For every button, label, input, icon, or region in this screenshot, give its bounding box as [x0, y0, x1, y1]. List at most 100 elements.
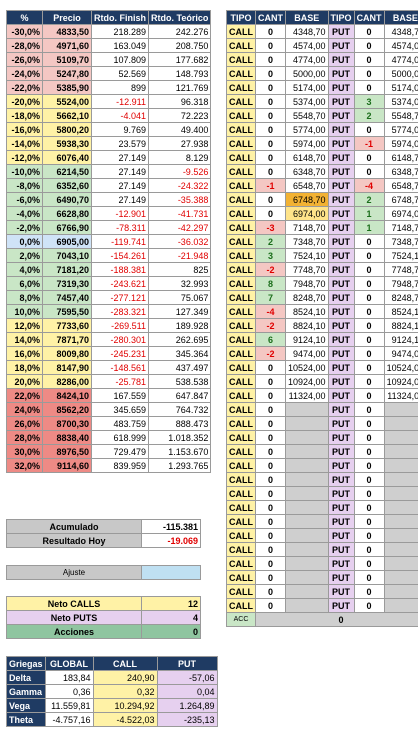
put-cant-cell[interactable]: 0: [353, 500, 385, 515]
put-cant-cell[interactable]: 0: [353, 24, 385, 39]
call-base-cell[interactable]: 7948,70: [285, 276, 329, 291]
call-cant-cell[interactable]: -1: [255, 178, 286, 193]
put-base-cell[interactable]: 5374,00: [383, 94, 418, 109]
call-base-cell[interactable]: [285, 402, 329, 417]
put-base-cell[interactable]: [383, 500, 418, 515]
put-base-cell[interactable]: 4574,00: [383, 38, 418, 53]
call-cant-cell[interactable]: 0: [255, 108, 286, 123]
put-base-cell[interactable]: 5000,00: [383, 66, 418, 81]
put-cant-cell[interactable]: 1: [353, 206, 385, 221]
call-cant-cell[interactable]: 2: [255, 234, 286, 249]
put-base-cell[interactable]: 8248,70: [383, 290, 418, 305]
call-cant-cell[interactable]: 0: [255, 556, 286, 571]
call-cant-cell[interactable]: 0: [255, 570, 286, 585]
put-base-cell[interactable]: 8824,10: [383, 318, 418, 333]
put-base-cell[interactable]: [383, 528, 418, 543]
put-cant-cell[interactable]: 0: [353, 444, 385, 459]
call-cant-cell[interactable]: 0: [255, 598, 286, 613]
call-cant-cell[interactable]: 0: [255, 360, 286, 375]
put-base-cell[interactable]: 9124,10: [383, 332, 418, 347]
put-cant-cell[interactable]: 0: [353, 346, 385, 361]
put-cant-cell[interactable]: 0: [353, 486, 385, 501]
put-cant-cell[interactable]: 0: [353, 318, 385, 333]
call-cant-cell[interactable]: 0: [255, 24, 286, 39]
call-base-cell[interactable]: 5548,70: [285, 108, 329, 123]
put-cant-cell[interactable]: 0: [353, 164, 385, 179]
put-base-cell[interactable]: 5174,00: [383, 80, 418, 95]
call-cant-cell[interactable]: -2: [255, 346, 286, 361]
call-cant-cell[interactable]: 0: [255, 388, 286, 403]
put-base-cell[interactable]: 4348,70: [383, 24, 418, 39]
call-base-cell[interactable]: [285, 416, 329, 431]
call-cant-cell[interactable]: 0: [255, 430, 286, 445]
call-base-cell[interactable]: 5974,00: [285, 136, 329, 151]
call-base-cell[interactable]: 4774,00: [285, 52, 329, 67]
put-cant-cell[interactable]: 2: [353, 108, 385, 123]
call-cant-cell[interactable]: -3: [255, 220, 286, 235]
put-cant-cell[interactable]: -4: [353, 178, 385, 193]
put-base-cell[interactable]: [383, 458, 418, 473]
put-base-cell[interactable]: 6548,70: [383, 178, 418, 193]
call-base-cell[interactable]: 5374,00: [285, 94, 329, 109]
put-cant-cell[interactable]: 1: [353, 220, 385, 235]
call-base-cell[interactable]: 6748,70: [285, 192, 329, 207]
put-base-cell[interactable]: 9474,00: [383, 346, 418, 361]
put-cant-cell[interactable]: 0: [353, 416, 385, 431]
put-base-cell[interactable]: 6348,70: [383, 164, 418, 179]
put-base-cell[interactable]: [383, 444, 418, 459]
call-cant-cell[interactable]: 0: [255, 472, 286, 487]
put-cant-cell[interactable]: 0: [353, 584, 385, 599]
put-base-cell[interactable]: [383, 556, 418, 571]
call-base-cell[interactable]: [285, 556, 329, 571]
call-cant-cell[interactable]: 0: [255, 94, 286, 109]
put-base-cell[interactable]: 7148,70: [383, 220, 418, 235]
call-base-cell[interactable]: 7148,70: [285, 220, 329, 235]
call-cant-cell[interactable]: 3: [255, 248, 286, 263]
put-cant-cell[interactable]: 0: [353, 402, 385, 417]
put-cant-cell[interactable]: 0: [353, 80, 385, 95]
call-base-cell[interactable]: 9124,10: [285, 332, 329, 347]
call-cant-cell[interactable]: 0: [255, 80, 286, 95]
put-base-cell[interactable]: 5548,70: [383, 108, 418, 123]
call-cant-cell[interactable]: 0: [255, 150, 286, 165]
call-cant-cell[interactable]: 0: [255, 374, 286, 389]
put-base-cell[interactable]: 7524,10: [383, 248, 418, 263]
put-base-cell[interactable]: 6748,70: [383, 192, 418, 207]
call-base-cell[interactable]: [285, 486, 329, 501]
call-base-cell[interactable]: 8524,10: [285, 304, 329, 319]
call-cant-cell[interactable]: 0: [255, 402, 286, 417]
put-cant-cell[interactable]: 0: [353, 66, 385, 81]
acc-value[interactable]: 0: [254, 612, 418, 627]
call-cant-cell[interactable]: 0: [255, 444, 286, 459]
put-cant-cell[interactable]: 0: [353, 38, 385, 53]
call-base-cell[interactable]: 4574,00: [285, 38, 329, 53]
call-cant-cell[interactable]: 0: [255, 458, 286, 473]
call-cant-cell[interactable]: 0: [255, 416, 286, 431]
call-base-cell[interactable]: [285, 598, 329, 613]
call-cant-cell[interactable]: 0: [255, 66, 286, 81]
put-base-cell[interactable]: 6974,00: [383, 206, 418, 221]
call-base-cell[interactable]: 11324,00: [285, 388, 329, 403]
call-cant-cell[interactable]: 0: [255, 122, 286, 137]
call-base-cell[interactable]: [285, 542, 329, 557]
call-base-cell[interactable]: 5174,00: [285, 80, 329, 95]
call-base-cell[interactable]: 9474,00: [285, 346, 329, 361]
put-base-cell[interactable]: [383, 570, 418, 585]
put-cant-cell[interactable]: 0: [353, 514, 385, 529]
put-base-cell[interactable]: 6148,70: [383, 150, 418, 165]
call-cant-cell[interactable]: 0: [255, 500, 286, 515]
call-cant-cell[interactable]: 0: [255, 136, 286, 151]
call-cant-cell[interactable]: -4: [255, 304, 286, 319]
put-base-cell[interactable]: 7348,70: [383, 234, 418, 249]
put-cant-cell[interactable]: 0: [353, 360, 385, 375]
call-base-cell[interactable]: [285, 570, 329, 585]
put-base-cell[interactable]: [383, 584, 418, 599]
put-cant-cell[interactable]: 0: [353, 430, 385, 445]
call-cant-cell[interactable]: -2: [255, 262, 286, 277]
call-base-cell[interactable]: 7748,70: [285, 262, 329, 277]
call-base-cell[interactable]: 5774,00: [285, 122, 329, 137]
call-base-cell[interactable]: [285, 430, 329, 445]
put-base-cell[interactable]: [383, 430, 418, 445]
put-base-cell[interactable]: 10524,00: [383, 360, 418, 375]
put-cant-cell[interactable]: 0: [353, 332, 385, 347]
